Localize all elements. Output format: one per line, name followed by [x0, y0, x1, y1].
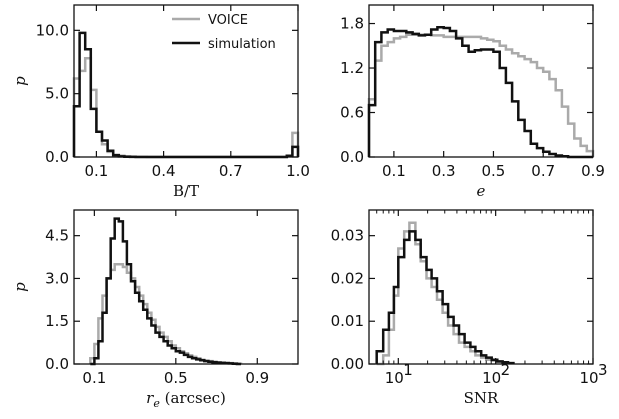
x-tick-label: 0.9 — [581, 162, 605, 180]
axes-frame — [368, 209, 594, 365]
y-tick-label: 4.5 — [45, 227, 69, 245]
y-tick-label: 10.0 — [36, 21, 69, 39]
x-tick-label: 0.9 — [245, 369, 269, 387]
y-tick-label: 0.0 — [45, 355, 69, 373]
x-tick-label: 0.5 — [482, 162, 506, 180]
x-axis-label: B/T — [173, 182, 199, 200]
y-tick-label: 0.03 — [331, 227, 364, 245]
y-axis-label: p — [11, 76, 29, 86]
y-tick-label: 0.0 — [45, 148, 69, 166]
y-tick-label: 0.02 — [331, 269, 364, 287]
x-axis-label: SNR — [464, 389, 499, 407]
x-tick-label: 0.3 — [432, 162, 456, 180]
x-tick-label: 0.1 — [382, 162, 406, 180]
series-simulation-line — [367, 25, 593, 159]
y-tick-label: 0.0 — [340, 148, 364, 166]
x-axis-label: re (arcsec) — [146, 389, 226, 410]
axes-frame — [73, 209, 299, 365]
x-tick-label: 0.1 — [82, 369, 106, 387]
series-voice-line — [376, 221, 515, 366]
legend-label-voice: VOICE — [208, 13, 248, 28]
panel-e: 0.1 0.3 0.5 0.7 0.9 0.0 0.6 1.2 1.8 e — [340, 4, 605, 200]
x-tick-label: 0.7 — [531, 162, 555, 180]
axes-frame — [73, 4, 299, 158]
x-tick-label: 0.5 — [164, 369, 188, 387]
series-voice-line — [367, 33, 595, 157]
x-tick-label: 0.7 — [219, 162, 243, 180]
series-voice-line — [89, 262, 243, 365]
y-tick-label: 1.8 — [340, 15, 364, 33]
y-tick-label: 5.0 — [45, 85, 69, 103]
legend: VOICE simulation — [172, 13, 276, 52]
x-tick-label: 10 — [579, 369, 598, 387]
y-axis-label: p — [11, 282, 29, 292]
y-tick-label: 1.5 — [45, 312, 69, 330]
y-tick-label: 0.00 — [331, 355, 364, 373]
y-tick-label: 3.0 — [45, 269, 69, 287]
panel-bt: 0.1 0.4 0.7 1.0 0.0 5.0 10.0 B/T p VOICE simulatio… — [11, 4, 310, 200]
x-tick-label: 0.1 — [84, 162, 108, 180]
y-tick-label: 0.6 — [340, 104, 364, 122]
x-tick-exponent: 1 — [403, 361, 413, 379]
x-axis-label: e — [477, 182, 486, 200]
x-tick-label: 1.0 — [286, 162, 310, 180]
x-tick-exponent: 2 — [501, 361, 511, 379]
x-tick-exponent: 3 — [598, 361, 608, 379]
x-tick-label: 10 — [482, 369, 501, 387]
series-simulation-line — [375, 230, 515, 365]
x-tick-label: 10 — [385, 369, 404, 387]
axes-frame — [368, 4, 594, 158]
legend-label-simulation: simulation — [208, 37, 276, 52]
panel-re: 0.1 0.5 0.9 0.0 1.5 3.0 4.5 re (arcsec) p — [11, 209, 299, 410]
y-tick-label: 1.2 — [340, 59, 364, 77]
series-simulation-line — [90, 217, 241, 366]
y-tick-label: 0.01 — [331, 312, 364, 330]
x-tick-label: 0.4 — [152, 162, 176, 180]
